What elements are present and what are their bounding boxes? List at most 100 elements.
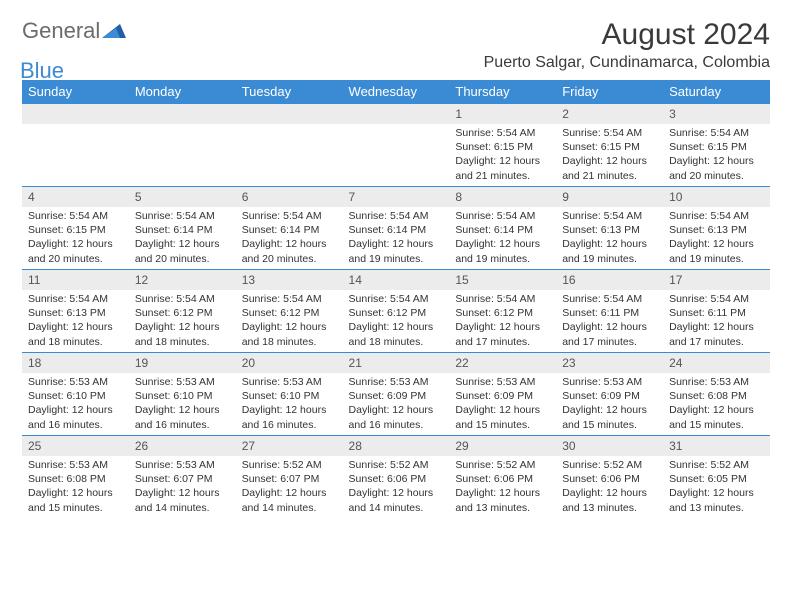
day-details: Sunrise: 5:54 AMSunset: 6:11 PMDaylight:… (556, 290, 663, 352)
sunset-line: Sunset: 6:14 PM (349, 224, 427, 236)
day-number-cell: 7 (343, 187, 450, 208)
day-number: 13 (236, 270, 343, 290)
day-number-cell: 8 (449, 187, 556, 208)
day-number-cell: 1 (449, 104, 556, 125)
day-number: 5 (129, 187, 236, 207)
sunset-line: Sunset: 6:13 PM (28, 307, 106, 319)
day-details: Sunrise: 5:53 AMSunset: 6:10 PMDaylight:… (129, 373, 236, 435)
sunset-line: Sunset: 6:07 PM (135, 473, 213, 485)
sunrise-line: Sunrise: 5:54 AM (562, 293, 642, 305)
day-number: 8 (449, 187, 556, 207)
day-number-cell: 2 (556, 104, 663, 125)
day-details: Sunrise: 5:53 AMSunset: 6:10 PMDaylight:… (236, 373, 343, 435)
day-body-cell (129, 124, 236, 187)
daylight-line: Daylight: 12 hours and 21 minutes. (562, 155, 647, 181)
day-details: Sunrise: 5:53 AMSunset: 6:08 PMDaylight:… (22, 456, 129, 518)
sunset-line: Sunset: 6:09 PM (455, 390, 533, 402)
day-number: 16 (556, 270, 663, 290)
day-body-cell: Sunrise: 5:54 AMSunset: 6:15 PMDaylight:… (663, 124, 770, 187)
sunrise-line: Sunrise: 5:54 AM (28, 210, 108, 222)
day-number-cell: 11 (22, 270, 129, 291)
day-details (22, 124, 129, 186)
day-body-cell: Sunrise: 5:54 AMSunset: 6:12 PMDaylight:… (343, 290, 450, 353)
day-number (236, 104, 343, 124)
day-body-cell: Sunrise: 5:53 AMSunset: 6:10 PMDaylight:… (129, 373, 236, 436)
day-number-cell: 23 (556, 353, 663, 374)
day-details: Sunrise: 5:53 AMSunset: 6:10 PMDaylight:… (22, 373, 129, 435)
logo-triangle-icon (102, 25, 126, 42)
daylight-line: Daylight: 12 hours and 20 minutes. (135, 238, 220, 264)
weekday-header: Saturday (663, 80, 770, 104)
daylight-line: Daylight: 12 hours and 16 minutes. (349, 404, 434, 430)
day-details: Sunrise: 5:54 AMSunset: 6:13 PMDaylight:… (556, 207, 663, 269)
day-number-cell: 4 (22, 187, 129, 208)
sunrise-line: Sunrise: 5:54 AM (455, 210, 535, 222)
sunrise-line: Sunrise: 5:54 AM (242, 210, 322, 222)
sunset-line: Sunset: 6:14 PM (242, 224, 320, 236)
day-body-cell: Sunrise: 5:52 AMSunset: 6:06 PMDaylight:… (449, 456, 556, 518)
day-number: 11 (22, 270, 129, 290)
sunrise-line: Sunrise: 5:52 AM (349, 459, 429, 471)
logo: General Blue (22, 18, 126, 70)
sunset-line: Sunset: 6:14 PM (455, 224, 533, 236)
sunset-line: Sunset: 6:09 PM (562, 390, 640, 402)
day-details: Sunrise: 5:54 AMSunset: 6:14 PMDaylight:… (343, 207, 450, 269)
day-body-cell: Sunrise: 5:54 AMSunset: 6:14 PMDaylight:… (129, 207, 236, 270)
day-number-cell: 16 (556, 270, 663, 291)
weekday-header: Monday (129, 80, 236, 104)
day-number: 10 (663, 187, 770, 207)
weekday-header: Friday (556, 80, 663, 104)
sunset-line: Sunset: 6:15 PM (562, 141, 640, 153)
day-details: Sunrise: 5:53 AMSunset: 6:09 PMDaylight:… (556, 373, 663, 435)
sunrise-line: Sunrise: 5:54 AM (28, 293, 108, 305)
sunset-line: Sunset: 6:06 PM (349, 473, 427, 485)
day-body-cell: Sunrise: 5:52 AMSunset: 6:05 PMDaylight:… (663, 456, 770, 518)
day-number (22, 104, 129, 124)
sunset-line: Sunset: 6:10 PM (135, 390, 213, 402)
day-details: Sunrise: 5:52 AMSunset: 6:06 PMDaylight:… (449, 456, 556, 518)
day-number: 29 (449, 436, 556, 456)
logo-text-general: General (22, 18, 100, 43)
sunrise-line: Sunrise: 5:54 AM (135, 210, 215, 222)
day-number: 14 (343, 270, 450, 290)
day-details: Sunrise: 5:52 AMSunset: 6:06 PMDaylight:… (556, 456, 663, 518)
daylight-line: Daylight: 12 hours and 21 minutes. (455, 155, 540, 181)
sunrise-line: Sunrise: 5:54 AM (669, 293, 749, 305)
daylight-line: Daylight: 12 hours and 15 minutes. (669, 404, 754, 430)
daylight-line: Daylight: 12 hours and 15 minutes. (455, 404, 540, 430)
sunrise-line: Sunrise: 5:53 AM (135, 459, 215, 471)
day-details: Sunrise: 5:54 AMSunset: 6:14 PMDaylight:… (449, 207, 556, 269)
day-body-cell: Sunrise: 5:54 AMSunset: 6:14 PMDaylight:… (236, 207, 343, 270)
day-details: Sunrise: 5:52 AMSunset: 6:06 PMDaylight:… (343, 456, 450, 518)
day-number: 23 (556, 353, 663, 373)
day-details: Sunrise: 5:52 AMSunset: 6:07 PMDaylight:… (236, 456, 343, 518)
sunset-line: Sunset: 6:13 PM (562, 224, 640, 236)
day-number-cell: 25 (22, 436, 129, 457)
day-number: 4 (22, 187, 129, 207)
weekday-header-row: SundayMondayTuesdayWednesdayThursdayFrid… (22, 80, 770, 104)
header: General Blue August 2024 Puerto Salgar, … (22, 18, 770, 72)
daylight-line: Daylight: 12 hours and 17 minutes. (669, 321, 754, 347)
week-daynum-row: 11121314151617 (22, 270, 770, 291)
day-number-cell: 15 (449, 270, 556, 291)
day-details: Sunrise: 5:54 AMSunset: 6:12 PMDaylight:… (343, 290, 450, 352)
day-body-cell: Sunrise: 5:53 AMSunset: 6:09 PMDaylight:… (449, 373, 556, 436)
day-details (236, 124, 343, 186)
sunset-line: Sunset: 6:08 PM (28, 473, 106, 485)
sunrise-line: Sunrise: 5:53 AM (669, 376, 749, 388)
sunset-line: Sunset: 6:06 PM (455, 473, 533, 485)
daylight-line: Daylight: 12 hours and 13 minutes. (455, 487, 540, 513)
day-number-cell: 19 (129, 353, 236, 374)
day-body-cell: Sunrise: 5:53 AMSunset: 6:08 PMDaylight:… (663, 373, 770, 436)
day-details: Sunrise: 5:53 AMSunset: 6:08 PMDaylight:… (663, 373, 770, 435)
day-number-cell: 29 (449, 436, 556, 457)
sunrise-line: Sunrise: 5:53 AM (135, 376, 215, 388)
day-number-cell (22, 104, 129, 125)
day-body-cell (236, 124, 343, 187)
sunrise-line: Sunrise: 5:54 AM (669, 210, 749, 222)
weekday-header: Tuesday (236, 80, 343, 104)
sunset-line: Sunset: 6:12 PM (242, 307, 320, 319)
day-body-cell: Sunrise: 5:54 AMSunset: 6:15 PMDaylight:… (22, 207, 129, 270)
day-number-cell: 17 (663, 270, 770, 291)
sunrise-line: Sunrise: 5:54 AM (669, 127, 749, 139)
